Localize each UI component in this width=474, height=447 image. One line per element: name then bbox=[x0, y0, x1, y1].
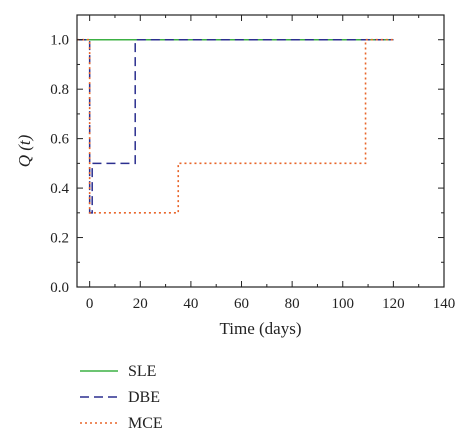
x-tick-label: 60 bbox=[234, 296, 249, 312]
series-line-dbe bbox=[77, 38, 394, 214]
y-tick-label: 1.0 bbox=[50, 33, 69, 49]
legend-label-mce: MCE bbox=[128, 415, 163, 432]
y-tick-label: 0.4 bbox=[50, 181, 69, 197]
legend-label-dbe: DBE bbox=[128, 389, 160, 406]
x-tick-label: 20 bbox=[133, 296, 148, 312]
legend-label-sle: SLE bbox=[128, 363, 156, 380]
y-tick-label: 0.2 bbox=[50, 231, 69, 247]
y-tick-label: 0.8 bbox=[50, 82, 69, 98]
x-tick-label: 40 bbox=[183, 296, 198, 312]
y-axis-label: Q (t) bbox=[15, 134, 34, 167]
series-layer bbox=[77, 38, 394, 214]
x-tick-label: 120 bbox=[382, 296, 405, 312]
x-tick-label: 80 bbox=[285, 296, 300, 312]
x-tick-label: 140 bbox=[433, 296, 456, 312]
legend: SLE DBE MCE bbox=[80, 363, 163, 432]
x-axis-ticks: 0 20 40 60 80 100 120 140 bbox=[86, 15, 455, 312]
y-tick-label: 0.0 bbox=[50, 280, 69, 296]
series-line-mce bbox=[77, 38, 394, 214]
x-tick-label: 100 bbox=[332, 296, 355, 312]
plot-area-frame bbox=[76, 14, 445, 288]
x-axis-label: Time (days) bbox=[219, 319, 301, 338]
y-axis-ticks: 0.0 0.2 0.4 0.6 0.8 1.0 bbox=[50, 33, 444, 296]
x-tick-label: 0 bbox=[86, 296, 94, 312]
y-tick-label: 0.6 bbox=[50, 132, 69, 148]
